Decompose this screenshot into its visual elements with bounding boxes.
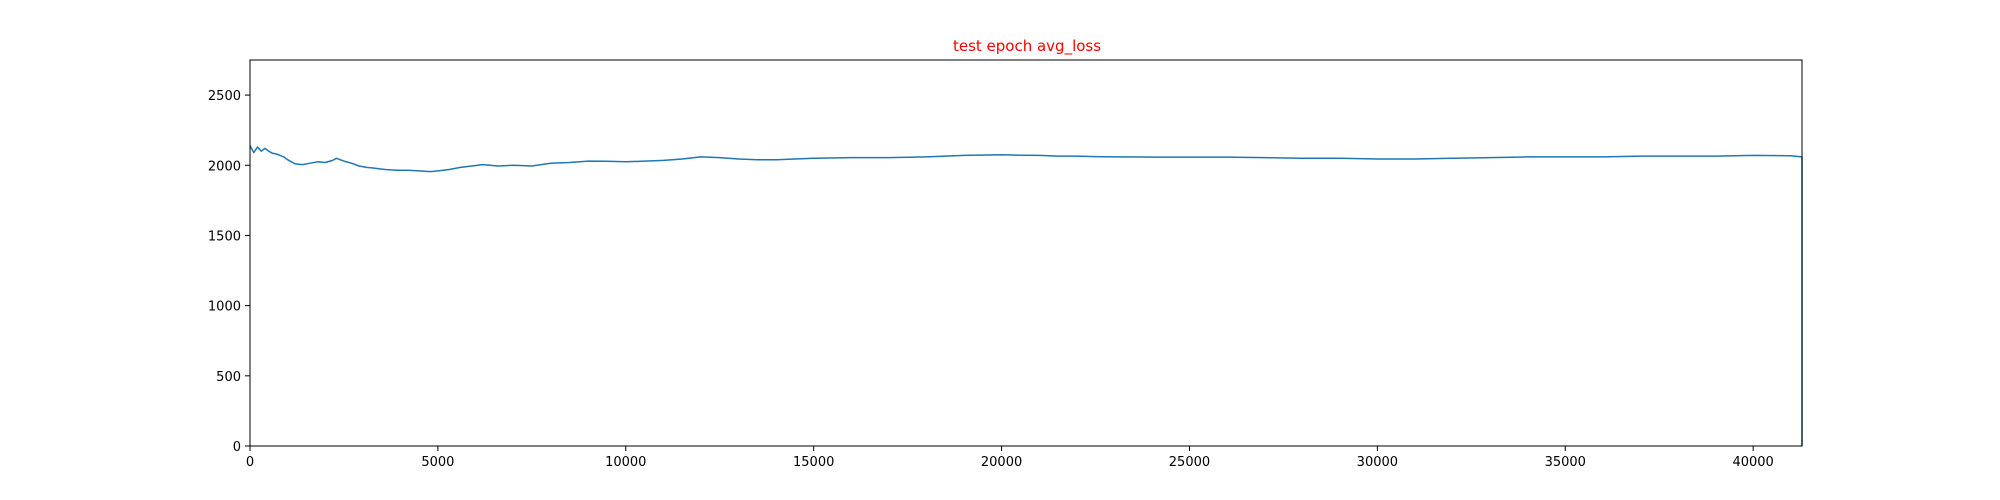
x-tick-label: 20000 [981,455,1022,470]
plot-frame [249,59,1803,447]
x-tick-label: 5000 [421,455,454,470]
x-tick-label: 10000 [605,455,646,470]
chart-title: test epoch avg_loss [953,37,1101,56]
y-tick-label: 500 [216,370,241,385]
x-tick-label: 35000 [1545,455,1586,470]
y-tick-label: 2500 [208,89,241,104]
y-tick-label: 1500 [208,229,241,244]
x-tick-label: 0 [246,455,254,470]
series-line-0 [249,145,1803,446]
x-tick-label: 15000 [793,455,834,470]
axes: 0 5000 10000 15000 20000 25000 30000 35000 40000… [208,59,1803,470]
y-tick-label: 2000 [208,159,241,174]
x-tick-label: 30000 [1357,455,1398,470]
y-tick-label: 0 [233,440,241,455]
plot-area [249,145,1803,446]
y-tick-label: 1000 [208,300,241,315]
x-tick-label: 40000 [1732,455,1773,470]
x-tick-label: 25000 [1169,455,1210,470]
